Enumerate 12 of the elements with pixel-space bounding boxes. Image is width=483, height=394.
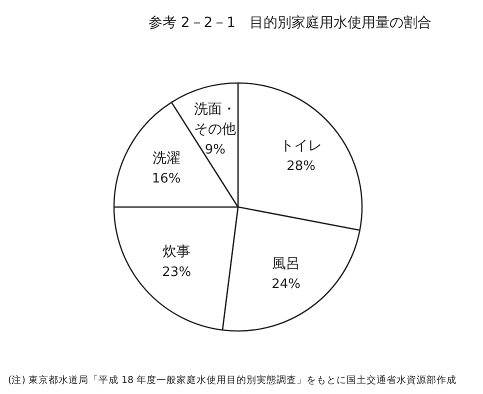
data-label: 28% (286, 158, 316, 174)
data-label: 16% (152, 172, 181, 187)
data-label: 9% (204, 142, 226, 158)
slice-label: 炊事 (162, 244, 191, 260)
slice-label: トイレ (280, 138, 322, 154)
slice-label: 洗濯 (152, 150, 180, 167)
data-label: 24% (272, 277, 301, 292)
slice-label: 洗面・その他 (194, 101, 236, 138)
slice-label: 風呂 (272, 256, 300, 272)
chart-title: 参考 2－2－1 目的別家庭用水使用量の割合 (148, 15, 432, 31)
data-label: 23% (162, 265, 192, 280)
text: (注) 東京都水道局「平成 18 年度一般家庭水使用目的別実態調査」をもとに国土交通省水資源部作成 (8, 374, 457, 386)
